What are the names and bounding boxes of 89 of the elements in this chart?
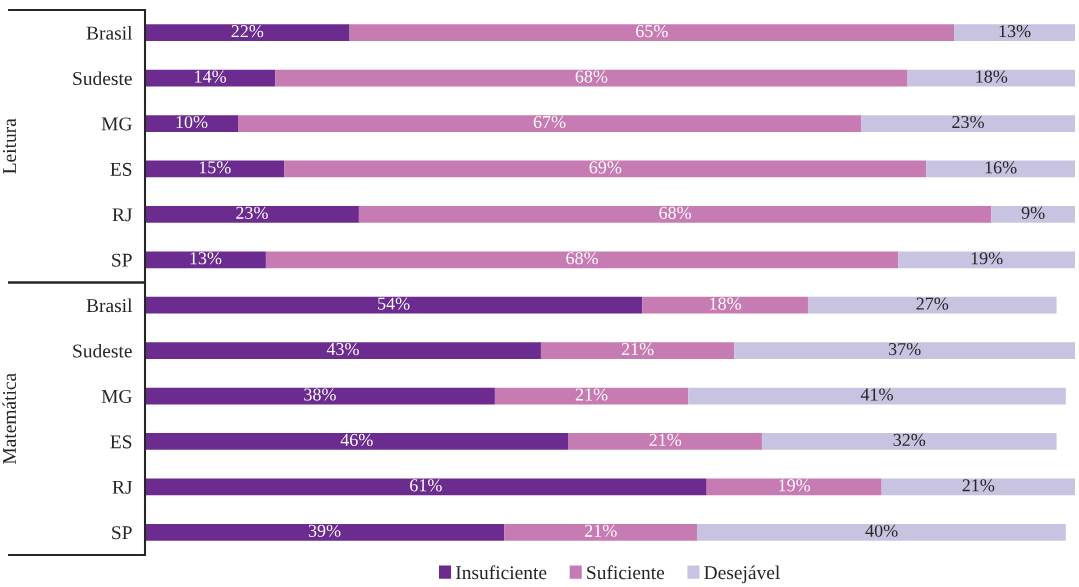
y-tick-label: RJ	[112, 208, 133, 222]
data-label: 68%	[659, 206, 692, 219]
bar	[898, 251, 1075, 269]
data-label: 23%	[952, 115, 984, 129]
bar	[494, 387, 689, 405]
data-label: 15%	[199, 161, 231, 174]
data-label: 67%	[533, 115, 566, 129]
bar	[807, 296, 1057, 314]
data-label: 68%	[566, 252, 599, 265]
data-label: 38%	[304, 388, 336, 401]
data-label: 21%	[585, 524, 617, 537]
y-tick-label: MG	[101, 117, 132, 131]
y-axis-title: Leitura	[2, 118, 17, 174]
data-label: 21%	[962, 479, 995, 492]
data-label: 18%	[710, 297, 742, 310]
legend-label: Suficiente	[587, 565, 665, 580]
bar	[145, 387, 495, 405]
data-label: 16%	[985, 161, 1017, 174]
bar	[734, 342, 1075, 360]
data-label: 65%	[636, 25, 668, 38]
bar	[145, 478, 707, 496]
data-label: 61%	[410, 479, 442, 492]
data-label: 21%	[621, 342, 654, 356]
data-label: 69%	[589, 161, 622, 174]
bar	[861, 115, 1075, 132]
bar	[145, 251, 266, 269]
bar	[145, 523, 505, 541]
bar	[238, 115, 862, 132]
bar	[145, 24, 350, 42]
data-label: 9%	[1021, 206, 1045, 219]
y-axis-title: Matemática	[2, 373, 17, 465]
bar	[926, 160, 1075, 178]
data-label: 13%	[999, 25, 1031, 38]
bar	[145, 205, 359, 223]
data-label: 21%	[575, 388, 608, 401]
bar	[284, 160, 927, 178]
data-label: 19%	[971, 252, 1003, 265]
bar	[706, 478, 882, 496]
data-label: 39%	[308, 524, 341, 537]
y-tick-label: RJ	[112, 480, 133, 494]
data-label: 14%	[195, 70, 227, 83]
data-label: 37%	[888, 342, 921, 356]
data-label: 40%	[865, 524, 898, 537]
y-tick-label: ES	[110, 162, 132, 176]
bar	[349, 24, 955, 42]
y-tick-label: SP	[112, 526, 132, 540]
legend-label: Desejável	[704, 565, 780, 584]
bar	[275, 69, 908, 87]
data-label: 10%	[176, 115, 208, 129]
bar	[907, 69, 1075, 87]
data-label: 41%	[860, 388, 893, 401]
data-label: 27%	[916, 297, 949, 310]
bar	[568, 433, 762, 450]
data-label: 54%	[378, 297, 410, 310]
bar	[991, 205, 1075, 223]
bar	[540, 342, 735, 360]
data-label: 18%	[976, 70, 1008, 83]
y-tick-label: ES	[110, 435, 132, 449]
data-label: 46%	[340, 433, 373, 447]
y-tick-label: Brasil	[86, 25, 133, 40]
y-tick-label: Brasil	[86, 298, 133, 313]
bar	[697, 523, 1066, 541]
bar	[642, 296, 808, 314]
y-tick-label: SP	[112, 253, 132, 267]
bar	[265, 251, 899, 269]
data-label: 68%	[575, 70, 608, 83]
bar	[145, 433, 569, 450]
data-label: 13%	[190, 252, 222, 265]
data-label: 21%	[649, 433, 682, 447]
bar	[145, 342, 541, 360]
y-tick-label: Sudeste	[73, 71, 132, 86]
data-label: 22%	[231, 25, 264, 38]
bar	[881, 478, 1075, 496]
bar	[688, 387, 1066, 405]
y-tick-label: Sudeste	[73, 343, 132, 358]
bar	[145, 296, 643, 314]
data-label: 43%	[326, 342, 359, 356]
bar	[145, 160, 285, 178]
bar	[145, 115, 238, 132]
data-label: 23%	[236, 206, 268, 219]
bar	[761, 433, 1057, 450]
bar	[358, 205, 992, 223]
bar	[145, 69, 276, 87]
legend-label: Insuficiente	[455, 565, 547, 580]
y-tick-label: MG	[101, 389, 132, 403]
bar	[954, 24, 1075, 42]
data-label: 32%	[893, 433, 926, 447]
bar	[504, 523, 698, 541]
data-label: 19%	[779, 479, 811, 492]
